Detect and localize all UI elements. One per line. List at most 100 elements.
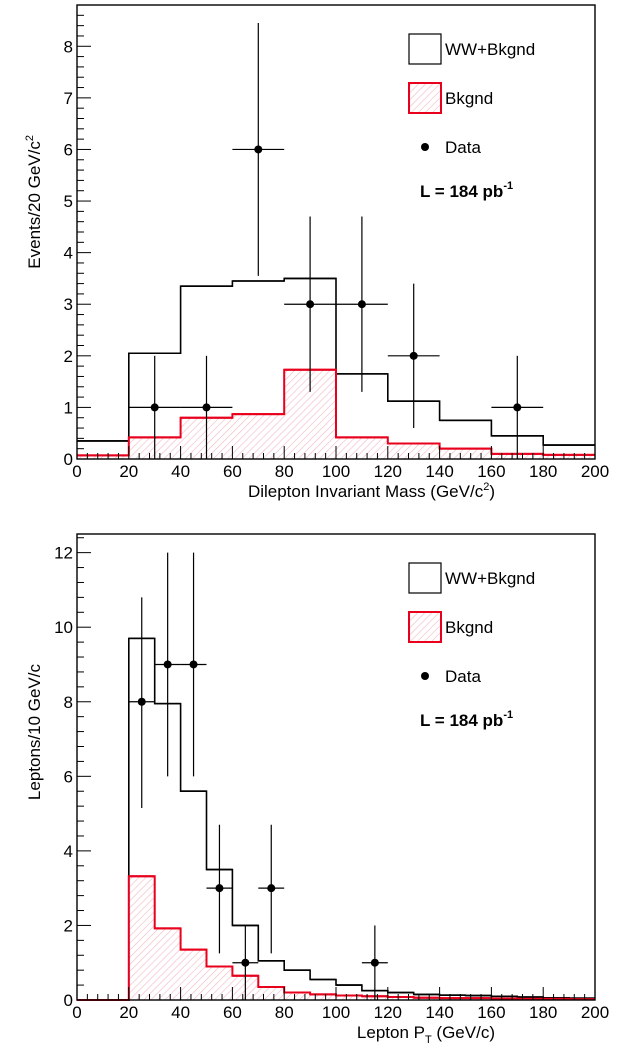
data-point-2 (180, 552, 207, 777)
legend-item-hatched: Bkgnd (408, 82, 493, 114)
x-tick-label: 140 (425, 1003, 453, 1022)
data-marker (202, 403, 211, 412)
data-point-0 (128, 355, 181, 459)
x-tick-label: 200 (581, 1003, 609, 1022)
data-marker (137, 697, 146, 706)
legend-label: Bkgnd (445, 618, 493, 637)
x-tick-label: 160 (477, 1003, 505, 1022)
legend-swatch-marker (421, 143, 429, 151)
x-tick-label: 60 (223, 462, 242, 481)
y-tick-label: 0 (64, 450, 73, 469)
y-tick-label: 3 (64, 295, 73, 314)
y-tick-label: 1 (64, 398, 73, 417)
x-axis-label-sub: T (425, 1034, 432, 1046)
x-axis-label: Dilepton Invariant Mass (GeV/c2) (248, 481, 495, 501)
x-tick-label: 20 (119, 462, 138, 481)
y-tick-label: 5 (64, 192, 73, 211)
x-axis-label-sup: 2 (483, 481, 489, 493)
x-tick-label: 120 (374, 462, 402, 481)
y-tick-label: 6 (64, 140, 73, 159)
legend-swatch-hatched (408, 82, 442, 114)
y-tick-label: 0 (64, 991, 73, 1010)
legend-label: WW+Bkgnd (445, 40, 535, 59)
data-marker (357, 300, 366, 309)
ww-bkgnd-step-line (77, 637, 595, 1001)
legend-item-hatched: Bkgnd (408, 611, 493, 643)
x-tick-label: 0 (72, 462, 81, 481)
data-marker (306, 300, 315, 309)
y-tick-label: 4 (64, 244, 73, 263)
x-tick-label: 180 (529, 462, 557, 481)
x-tick-label: 140 (425, 462, 453, 481)
x-tick-label: 80 (275, 462, 294, 481)
data-point-0 (128, 597, 155, 809)
data-point-5 (258, 824, 285, 954)
data-marker (267, 884, 276, 893)
legend-swatch-box (408, 562, 442, 594)
mass-histogram: 0 20 40 60 80 100 120 140 160 180 200 0 1 2 3 4 5 6 7 8 Dile… (24, 4, 609, 501)
luminosity-text: L = 184 pb (420, 182, 503, 201)
data-point-5 (387, 283, 440, 429)
y-tick-label: 12 (54, 544, 73, 563)
lepton-pt-histogram: 0 20 40 60 80 100 120 140 160 180 200 0 2 4 6 8 10 12 Lept… (25, 533, 609, 1046)
data-marker (150, 403, 159, 412)
y-tick-label: 10 (54, 618, 73, 637)
y-tick-label: 4 (64, 842, 73, 861)
data-marker (189, 660, 198, 669)
legend-item-box: WW+Bkgnd (408, 33, 535, 65)
data-point-2 (232, 23, 285, 276)
data-marker (370, 958, 379, 967)
data-point-3 (206, 824, 233, 954)
x-tick-label: 100 (322, 1003, 350, 1022)
luminosity-text: L = 184 pb (420, 711, 503, 730)
data-marker (409, 351, 418, 360)
legend-swatch-marker (421, 672, 429, 680)
data-marker (254, 145, 263, 154)
legend-item-box: WW+Bkgnd (408, 562, 535, 594)
legend-item-marker: Data (421, 138, 481, 157)
data-point-4 (336, 216, 388, 392)
x-tick-label: 0 (72, 1003, 81, 1022)
data-point-6 (491, 355, 544, 459)
x-axis-label-tail: (GeV/c) (432, 1023, 495, 1042)
x-tick-label: 60 (223, 1003, 242, 1022)
data-marker (215, 884, 224, 893)
legend-label: Data (445, 138, 481, 157)
data-point-1 (154, 552, 181, 777)
data-point-4 (232, 925, 259, 1000)
data-point-6 (361, 925, 388, 1000)
legend-label: Data (445, 667, 481, 686)
bkgnd-fill-area (77, 876, 595, 1000)
x-tick-label: 200 (581, 462, 609, 481)
y-axis-label-sup: 2 (24, 135, 36, 141)
x-tick-label: 180 (529, 1003, 557, 1022)
y-axis-label-main: Leptons/10 GeV/c (25, 664, 44, 801)
legend-item-marker: Data (421, 667, 481, 686)
luminosity-sup: -1 (503, 180, 513, 192)
y-tick-label: 2 (64, 916, 73, 935)
x-tick-label: 20 (119, 1003, 138, 1022)
y-tick-label: 8 (64, 693, 73, 712)
legend-label: Bkgnd (445, 89, 493, 108)
x-axis-label-tail: ) (489, 482, 495, 501)
luminosity-annotation: L = 184 pb-1 (420, 709, 513, 730)
y-axis-label-main: Events/20 GeV/c (25, 141, 44, 269)
data-marker (513, 403, 522, 412)
y-tick-label: 7 (64, 89, 73, 108)
ww-bkgnd-step-line (77, 277, 595, 446)
x-axis-label: Lepton PT (GeV/c) (357, 1023, 495, 1046)
y-tick-label: 8 (64, 37, 73, 56)
y-axis-label: Events/20 GeV/c2 (24, 135, 44, 269)
x-axis-label-main: Dilepton Invariant Mass (GeV/c (248, 482, 484, 501)
x-axis-label-main: Lepton P (357, 1023, 425, 1042)
x-tick-label: 40 (171, 462, 190, 481)
data-marker (163, 660, 172, 669)
y-tick-label: 2 (64, 347, 73, 366)
luminosity-sup: -1 (503, 709, 513, 721)
x-tick-label: 80 (275, 1003, 294, 1022)
y-tick-label: 6 (64, 767, 73, 786)
x-tick-label: 120 (374, 1003, 402, 1022)
y-axis-label: Leptons/10 GeV/c (25, 664, 44, 801)
x-tick-label: 160 (477, 462, 505, 481)
legend-label: WW+Bkgnd (445, 569, 535, 588)
